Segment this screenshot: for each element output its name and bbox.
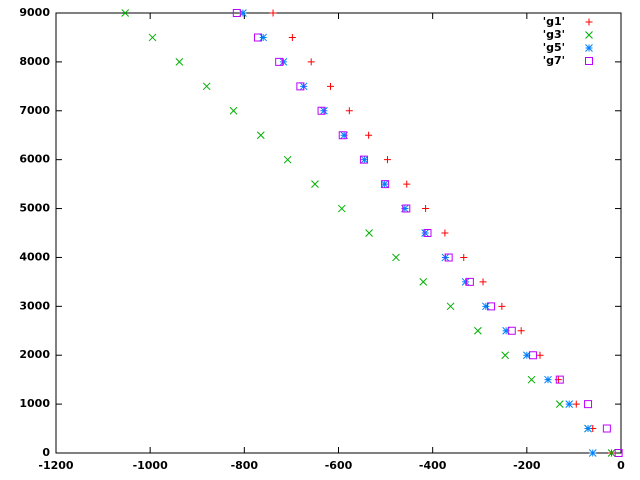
point <box>502 326 510 335</box>
point <box>572 400 580 408</box>
point <box>148 33 157 42</box>
point <box>602 424 611 433</box>
point <box>565 400 574 408</box>
point <box>380 180 389 188</box>
y-tick-label: 0 <box>42 446 50 459</box>
point <box>498 302 506 310</box>
x-tick-label: -600 <box>325 459 353 472</box>
x-tick-label: -400 <box>419 459 447 472</box>
point <box>441 229 449 237</box>
y-tick-label: 4000 <box>19 250 50 263</box>
point <box>536 351 544 359</box>
point <box>340 131 349 140</box>
x-tick-label: -1200 <box>38 459 74 472</box>
x-tick-label: 0 <box>617 459 625 472</box>
point <box>359 155 368 164</box>
point <box>253 33 262 42</box>
point <box>256 131 265 140</box>
x-tick-label: -800 <box>231 459 259 472</box>
point <box>360 155 369 164</box>
point <box>588 449 597 457</box>
point <box>403 180 411 188</box>
point <box>402 204 411 213</box>
point <box>584 424 592 433</box>
point <box>259 33 268 42</box>
y-tick-label: 2000 <box>19 348 50 361</box>
point <box>422 205 430 213</box>
legend-label: 'g3' <box>543 28 565 41</box>
point <box>345 107 353 115</box>
point <box>392 253 400 262</box>
point <box>507 326 516 335</box>
legend-label: 'g7' <box>543 54 565 67</box>
point <box>584 400 593 409</box>
point <box>479 278 487 286</box>
point <box>381 180 390 189</box>
point <box>446 302 455 311</box>
y-tick-label: 1000 <box>19 397 50 410</box>
point <box>544 375 552 384</box>
x-tick-label: -200 <box>513 459 541 472</box>
point <box>528 351 537 360</box>
point <box>337 204 346 213</box>
point <box>419 278 428 286</box>
point <box>175 58 184 66</box>
point <box>202 82 211 91</box>
point <box>501 351 510 360</box>
point <box>614 449 623 457</box>
point <box>311 180 319 188</box>
point <box>275 57 284 66</box>
point <box>317 106 326 115</box>
point <box>527 375 536 384</box>
legend-marker <box>585 31 593 39</box>
point <box>229 106 238 115</box>
point <box>288 33 296 41</box>
point <box>283 155 292 164</box>
y-tick-label: 9000 <box>19 6 50 19</box>
point <box>320 106 328 115</box>
point <box>279 58 288 66</box>
point <box>383 156 391 164</box>
point <box>239 9 247 17</box>
point <box>401 204 409 213</box>
point <box>487 302 496 311</box>
point <box>121 9 130 17</box>
point <box>365 229 373 237</box>
y-tick-label: 8000 <box>19 55 50 68</box>
legend-marker <box>585 18 593 26</box>
point <box>421 229 429 237</box>
point <box>461 278 470 286</box>
point <box>482 302 490 311</box>
point <box>365 131 373 139</box>
point <box>423 229 432 237</box>
plot-frame <box>55 12 622 454</box>
legend-label: 'g5' <box>543 41 565 54</box>
point <box>465 277 474 286</box>
point <box>474 326 482 335</box>
y-tick-label: 3000 <box>19 299 50 312</box>
point <box>307 58 315 66</box>
point <box>444 253 453 262</box>
point <box>338 131 347 140</box>
point <box>460 253 468 261</box>
point <box>517 327 525 335</box>
y-tick-label: 7000 <box>19 104 50 117</box>
point <box>522 351 531 360</box>
legend-marker <box>585 57 593 65</box>
point <box>555 400 564 408</box>
legend-label: 'g1' <box>543 15 565 28</box>
point <box>607 449 616 457</box>
point <box>555 375 564 384</box>
y-tick-label: 6000 <box>19 153 50 166</box>
x-tick-label: -1000 <box>133 459 169 472</box>
point <box>326 82 334 90</box>
y-tick-label: 5000 <box>19 202 50 215</box>
point <box>269 9 277 17</box>
legend-marker <box>585 44 593 52</box>
point <box>232 9 241 17</box>
point <box>296 82 305 91</box>
